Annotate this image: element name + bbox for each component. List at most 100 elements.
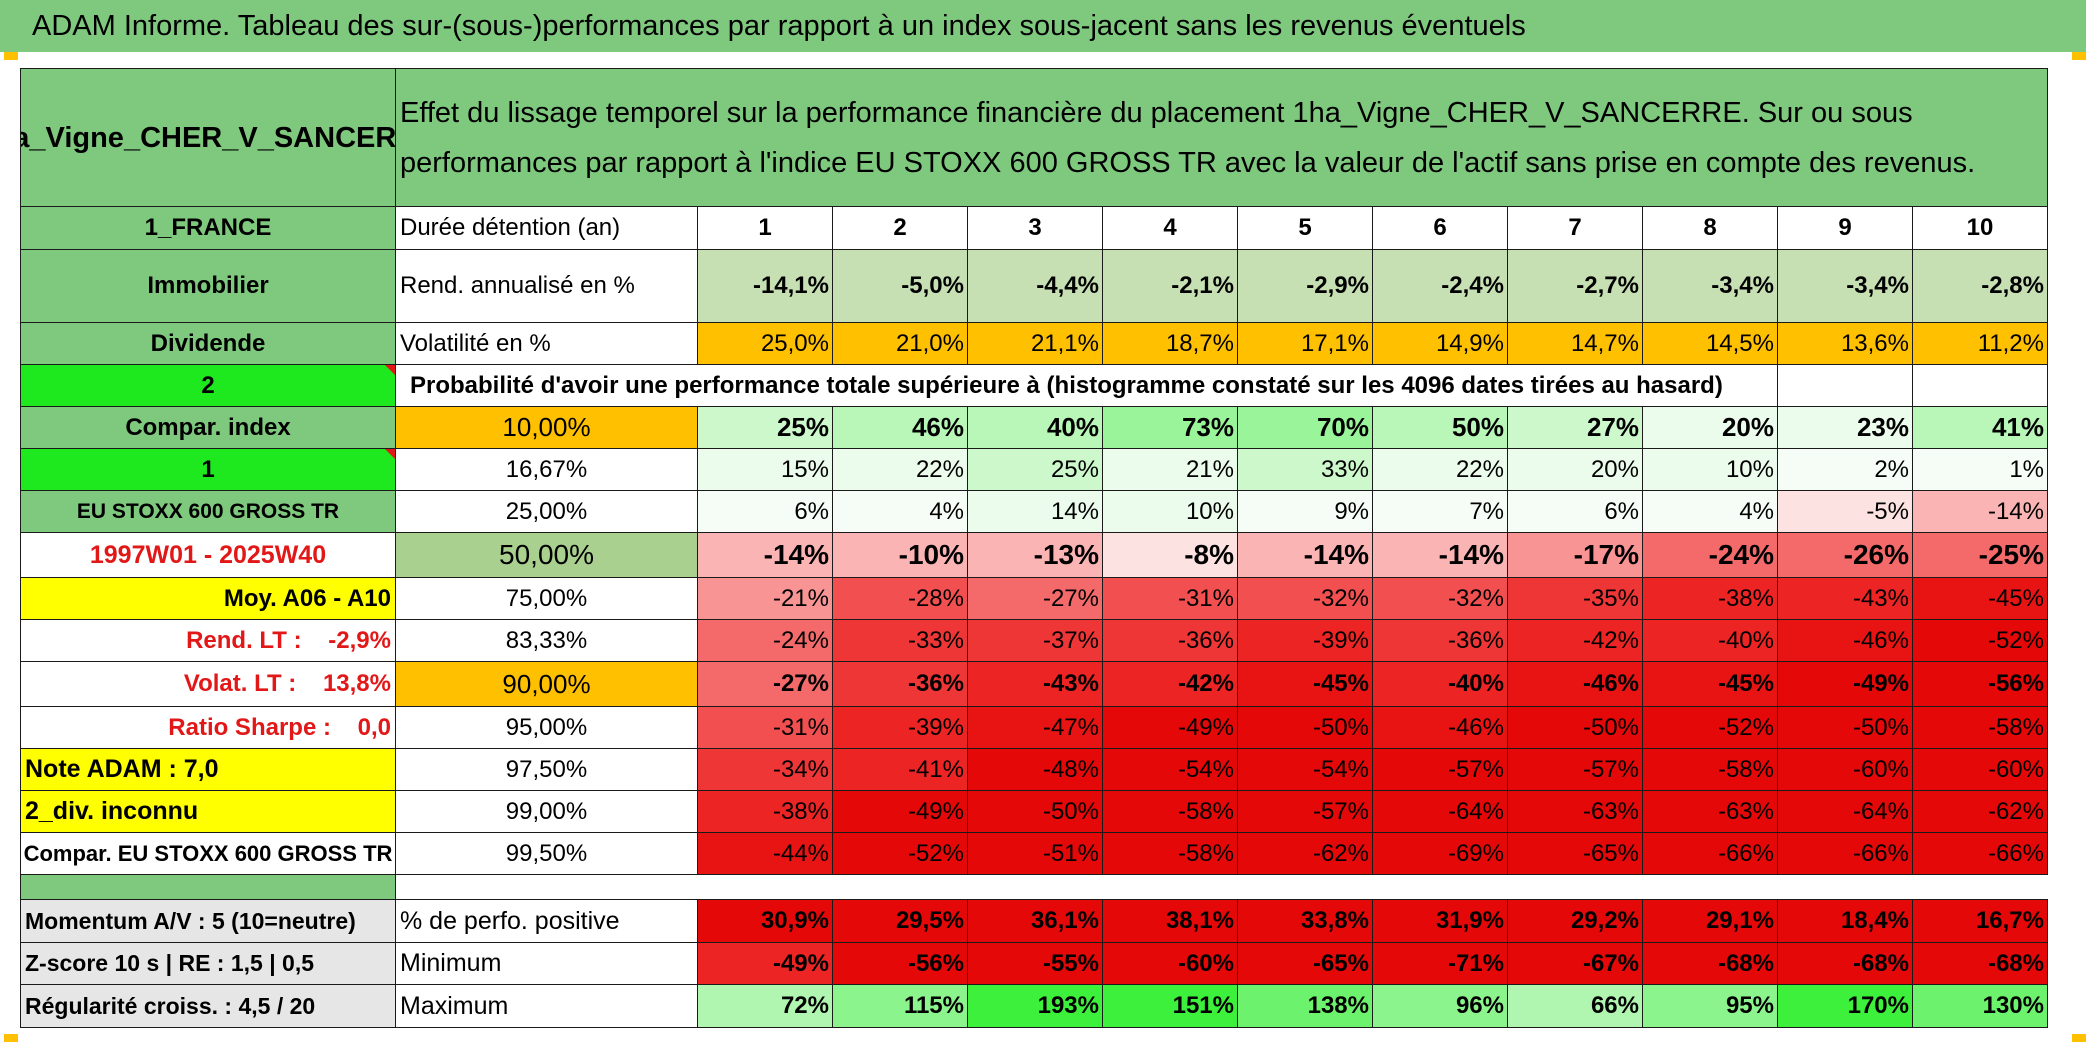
corner-tick	[2072, 52, 2086, 60]
year-header: 8	[1643, 207, 1778, 250]
quantile-value: 23%	[1778, 407, 1913, 449]
quantile-value: -27%	[698, 662, 833, 707]
quantile-value: -32%	[1238, 578, 1373, 620]
quantile-value: -32%	[1373, 578, 1508, 620]
volatility-value: 17,1%	[1238, 323, 1373, 365]
quantile-value: -31%	[698, 707, 833, 749]
quantile-value: -24%	[698, 620, 833, 662]
quantile-value: -38%	[1643, 578, 1778, 620]
quantile-value: -35%	[1508, 578, 1643, 620]
quantile-value: -40%	[1373, 662, 1508, 707]
quantile-value: -58%	[1643, 749, 1778, 791]
quantile-value: -43%	[968, 662, 1103, 707]
quantile-value: 10%	[1103, 491, 1238, 533]
quantile-value: -52%	[1913, 620, 2048, 662]
quantile-value: -56%	[1913, 662, 2048, 707]
quantile-value: 46%	[833, 407, 968, 449]
quantile-value: -46%	[1373, 707, 1508, 749]
quantile-value: -66%	[1913, 833, 2048, 875]
quantile-value: -42%	[1508, 620, 1643, 662]
maximum-value: 115%	[833, 985, 968, 1028]
annualized-return-value: -2,7%	[1508, 250, 1643, 323]
quantile-value: -52%	[833, 833, 968, 875]
positive-perf-label: % de perfo. positive	[396, 900, 698, 943]
volatility-value: 14,9%	[1373, 323, 1508, 365]
year-header: 1	[698, 207, 833, 250]
holding-duration-label: Durée détention (an)	[396, 207, 698, 250]
quantile-value: 1%	[1913, 449, 2048, 491]
period-label: 1997W01 - 2025W40	[21, 533, 396, 578]
quantile-value: -64%	[1373, 791, 1508, 833]
performance-table: 1ha_Vigne_CHER_V_SANCERREEffet du lissag…	[20, 68, 2048, 1028]
quantile-value: -57%	[1373, 749, 1508, 791]
minimum-value: -49%	[698, 943, 833, 985]
compar-index-label: Compar. index	[21, 407, 396, 449]
quantile-value: 22%	[1373, 449, 1508, 491]
quantile-value: -39%	[1238, 620, 1373, 662]
quantile-value: 2%	[1778, 449, 1913, 491]
sharpe-ratio-label: Ratio Sharpe : 0,0	[21, 707, 396, 749]
compar-full-label: Compar. EU STOXX 600 GROSS TR	[21, 833, 396, 875]
zscore-label: Z-score 10 s | RE : 1,5 | 0,5	[21, 943, 396, 985]
minimum-value: -68%	[1778, 943, 1913, 985]
quantile-value: -50%	[1508, 707, 1643, 749]
quantile-value: 10%	[1643, 449, 1778, 491]
quantile-value: -10%	[833, 533, 968, 578]
quantile-value: -62%	[1913, 791, 2048, 833]
quantile-value: -63%	[1643, 791, 1778, 833]
quantile-label: 95,00%	[396, 707, 698, 749]
positive-perf-value: 38,1%	[1103, 900, 1238, 943]
quantile-value: -13%	[968, 533, 1103, 578]
left-margin	[0, 52, 20, 1044]
quantile-value: -45%	[1238, 662, 1373, 707]
quantile-value: -49%	[1778, 662, 1913, 707]
annualized-return-value: -2,1%	[1103, 250, 1238, 323]
quantile-value: -49%	[1103, 707, 1238, 749]
annualized-return-value: -2,4%	[1373, 250, 1508, 323]
quantile-value: 4%	[833, 491, 968, 533]
regularity-label: Régularité croiss. : 4,5 / 20	[21, 985, 396, 1028]
quantile-value: 70%	[1238, 407, 1373, 449]
quantile-value: -54%	[1238, 749, 1373, 791]
year-header: 10	[1913, 207, 2048, 250]
quantile-value: -52%	[1643, 707, 1778, 749]
positive-perf-value: 29,5%	[833, 900, 968, 943]
quantile-value: 6%	[1508, 491, 1643, 533]
quantile-value: -60%	[1778, 749, 1913, 791]
minimum-value: -65%	[1238, 943, 1373, 985]
maximum-value: 96%	[1373, 985, 1508, 1028]
quantile-value: -57%	[1508, 749, 1643, 791]
quantile-value: 50%	[1373, 407, 1508, 449]
quantile-value: -50%	[968, 791, 1103, 833]
annualized-return-value: -14,1%	[698, 250, 833, 323]
positive-perf-value: 31,9%	[1373, 900, 1508, 943]
selector-1[interactable]: 1	[21, 449, 396, 491]
asset-description: Effet du lissage temporel sur la perform…	[396, 69, 2048, 207]
corner-tick	[4, 1034, 18, 1042]
quantile-value: -31%	[1103, 578, 1238, 620]
volatility-value: 21,1%	[968, 323, 1103, 365]
quantile-value: -47%	[968, 707, 1103, 749]
quantile-value: -58%	[1913, 707, 2048, 749]
quantile-value: -5%	[1778, 491, 1913, 533]
quantile-value: 4%	[1643, 491, 1778, 533]
annualized-return-value: -3,4%	[1778, 250, 1913, 323]
quantile-value: -63%	[1508, 791, 1643, 833]
year-header: 5	[1238, 207, 1373, 250]
positive-perf-value: 16,7%	[1913, 900, 2048, 943]
quantile-value: -69%	[1373, 833, 1508, 875]
spacer-green	[21, 875, 396, 900]
quantile-value: -36%	[833, 662, 968, 707]
volatility-value: 25,0%	[698, 323, 833, 365]
quantile-value: 21%	[1103, 449, 1238, 491]
selector-2[interactable]: 2	[21, 365, 396, 407]
quantile-label: 50,00%	[396, 533, 698, 578]
quantile-value: -39%	[833, 707, 968, 749]
quantile-value: -41%	[833, 749, 968, 791]
category-label: Immobilier	[21, 250, 396, 323]
quantile-value: -38%	[698, 791, 833, 833]
quantile-value: 27%	[1508, 407, 1643, 449]
quantile-value: 22%	[833, 449, 968, 491]
country-label: 1_FRANCE	[21, 207, 396, 250]
type-label: Dividende	[21, 323, 396, 365]
